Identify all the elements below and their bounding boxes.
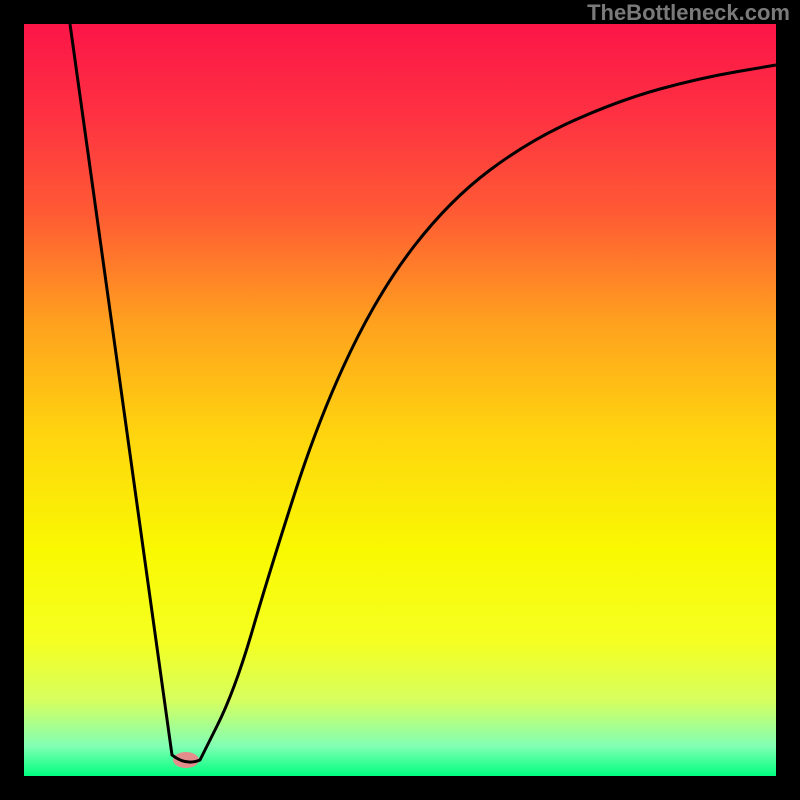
chart-svg xyxy=(0,0,800,800)
watermark-text: TheBottleneck.com xyxy=(587,0,790,26)
bottleneck-chart: TheBottleneck.com xyxy=(0,0,800,800)
plot-area xyxy=(24,24,776,776)
